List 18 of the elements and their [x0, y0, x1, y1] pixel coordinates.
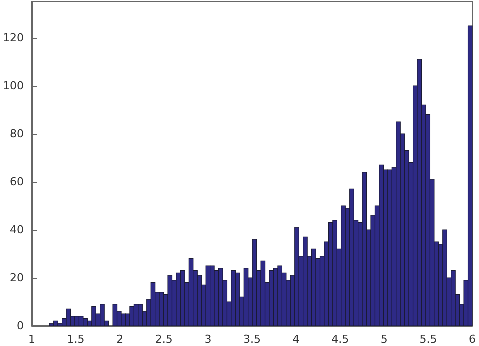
y-tick-label: 40: [10, 224, 24, 236]
x-tick-label: 3.5: [244, 333, 261, 346]
y-tick-label: 120: [2, 32, 24, 44]
x-tick-label: 4.5: [332, 333, 350, 346]
x-tick-label: 4: [292, 333, 300, 346]
x-tick-label: 3: [204, 333, 212, 346]
x-tick-label: 6: [469, 333, 476, 346]
x-tick-label: 5: [380, 333, 388, 346]
x-tick-label: 1: [28, 333, 36, 346]
y-tick-label: 80: [10, 128, 24, 140]
x-tick-label: 2.5: [155, 333, 173, 346]
x-tick-label: 2: [116, 333, 124, 346]
x-tick-label: 5.5: [420, 333, 438, 346]
y-tick-label: 100: [2, 80, 24, 92]
x-tick-label: 1.5: [67, 333, 85, 346]
y-tick-label: 60: [10, 176, 24, 188]
y-tick-label: 20: [10, 272, 24, 284]
y-tick-label: 0: [16, 320, 24, 332]
